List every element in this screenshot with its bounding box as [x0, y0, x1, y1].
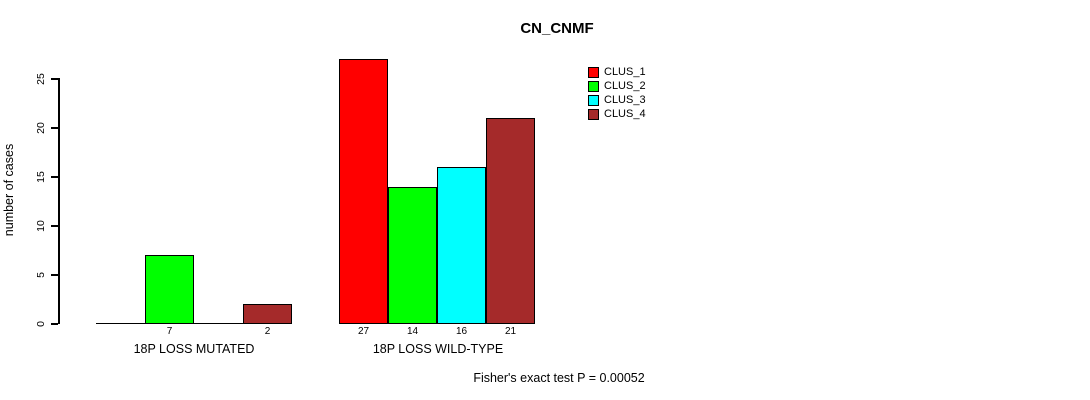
footnote-fisher-test: Fisher's exact test P = 0.00052 [473, 371, 645, 385]
legend-item-clus_2: CLUS_2 [588, 80, 646, 92]
y-tick-label: 0 [35, 321, 47, 327]
bar-value-label: 27 [357, 326, 370, 337]
legend-label: CLUS_3 [604, 94, 646, 106]
y-tick-mark [51, 274, 58, 276]
bar-clus_2-group2 [388, 186, 437, 324]
legend-swatch-icon [588, 94, 599, 106]
chart-title: CN_CNMF [520, 20, 594, 37]
y-tick-mark [51, 78, 58, 80]
bar-clus_1-group2 [339, 59, 388, 324]
legend-swatch-icon [588, 80, 599, 92]
legend-item-clus_1: CLUS_1 [588, 66, 646, 78]
y-tick-label: 15 [35, 171, 47, 183]
bar-value-label: 21 [504, 326, 517, 337]
bar-clus_2-group1 [145, 255, 194, 324]
legend-swatch-icon [588, 108, 599, 120]
y-tick-label: 10 [35, 220, 47, 232]
group-label-wildtype: 18P LOSS WILD-TYPE [372, 342, 504, 356]
bar-value-label: 2 [264, 326, 271, 337]
legend-swatch-icon [588, 66, 599, 78]
group-label-mutated: 18P LOSS MUTATED [133, 342, 255, 356]
y-tick-label: 20 [35, 122, 47, 134]
y-axis-line [58, 78, 60, 324]
legend-item-clus_3: CLUS_3 [588, 94, 646, 106]
legend-label: CLUS_4 [604, 108, 646, 120]
bar-clus_4-group2 [486, 118, 535, 324]
y-tick-label: 25 [35, 73, 47, 85]
x-baseline-segment [96, 322, 292, 324]
bar-value-label: 14 [406, 326, 419, 337]
bar-clus_3-group2 [437, 167, 486, 324]
y-axis-label: number of cases [2, 143, 16, 237]
legend-label: CLUS_2 [604, 80, 646, 92]
y-tick-mark [51, 176, 58, 178]
y-tick-mark [51, 127, 58, 129]
bar-value-label: 16 [455, 326, 468, 337]
legend-item-clus_4: CLUS_4 [588, 108, 646, 120]
y-tick-mark [51, 323, 58, 325]
bar-value-label: 7 [166, 326, 173, 337]
bar-clus_4-group1 [243, 304, 292, 324]
y-tick-mark [51, 225, 58, 227]
legend-label: CLUS_1 [604, 66, 646, 78]
y-tick-label: 5 [35, 272, 47, 278]
